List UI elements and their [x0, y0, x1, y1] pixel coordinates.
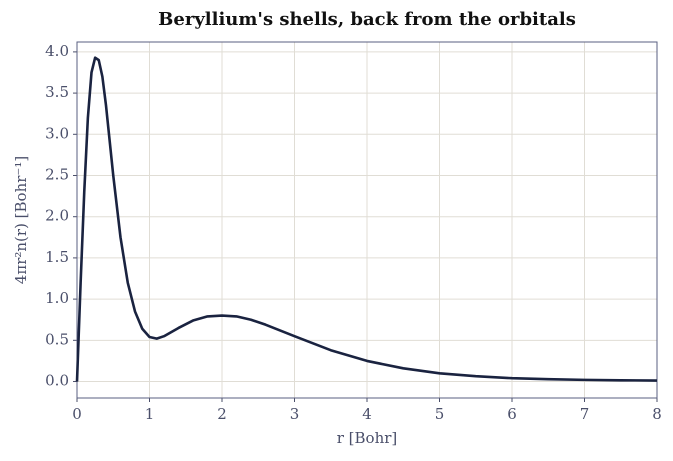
- y-tick-label: 2.5: [45, 166, 69, 184]
- x-tick-label: 4: [362, 405, 372, 423]
- y-axis-label: 4πr²n(r) [Bohr⁻¹]: [12, 156, 30, 284]
- plot-frame: [76, 41, 658, 399]
- x-axis-label: r [Bohr]: [337, 429, 398, 447]
- y-tick-label: 1.0: [45, 289, 69, 307]
- data-line: [75, 56, 658, 382]
- x-tick-label: 1: [145, 405, 155, 423]
- x-tick-label: 5: [435, 405, 445, 423]
- x-tick-label: 6: [507, 405, 517, 423]
- x-tick-label: 2: [217, 405, 227, 423]
- x-tick-label: 8: [652, 405, 662, 423]
- y-tick-label: 0.5: [45, 330, 69, 348]
- y-tick-label: 4.0: [45, 42, 69, 60]
- chart-title: Beryllium's shells, back from the orbita…: [158, 9, 576, 30]
- y-tick-label: 2.0: [45, 207, 69, 225]
- y-tick-label: 3.0: [45, 124, 69, 142]
- y-tick-label: 0.0: [45, 372, 69, 390]
- x-tick-label: 3: [290, 405, 300, 423]
- x-tick-label: 0: [72, 405, 82, 423]
- x-tick-label: 7: [580, 405, 590, 423]
- y-tick-label: 1.5: [45, 248, 69, 266]
- y-tick-label: 3.5: [45, 83, 69, 101]
